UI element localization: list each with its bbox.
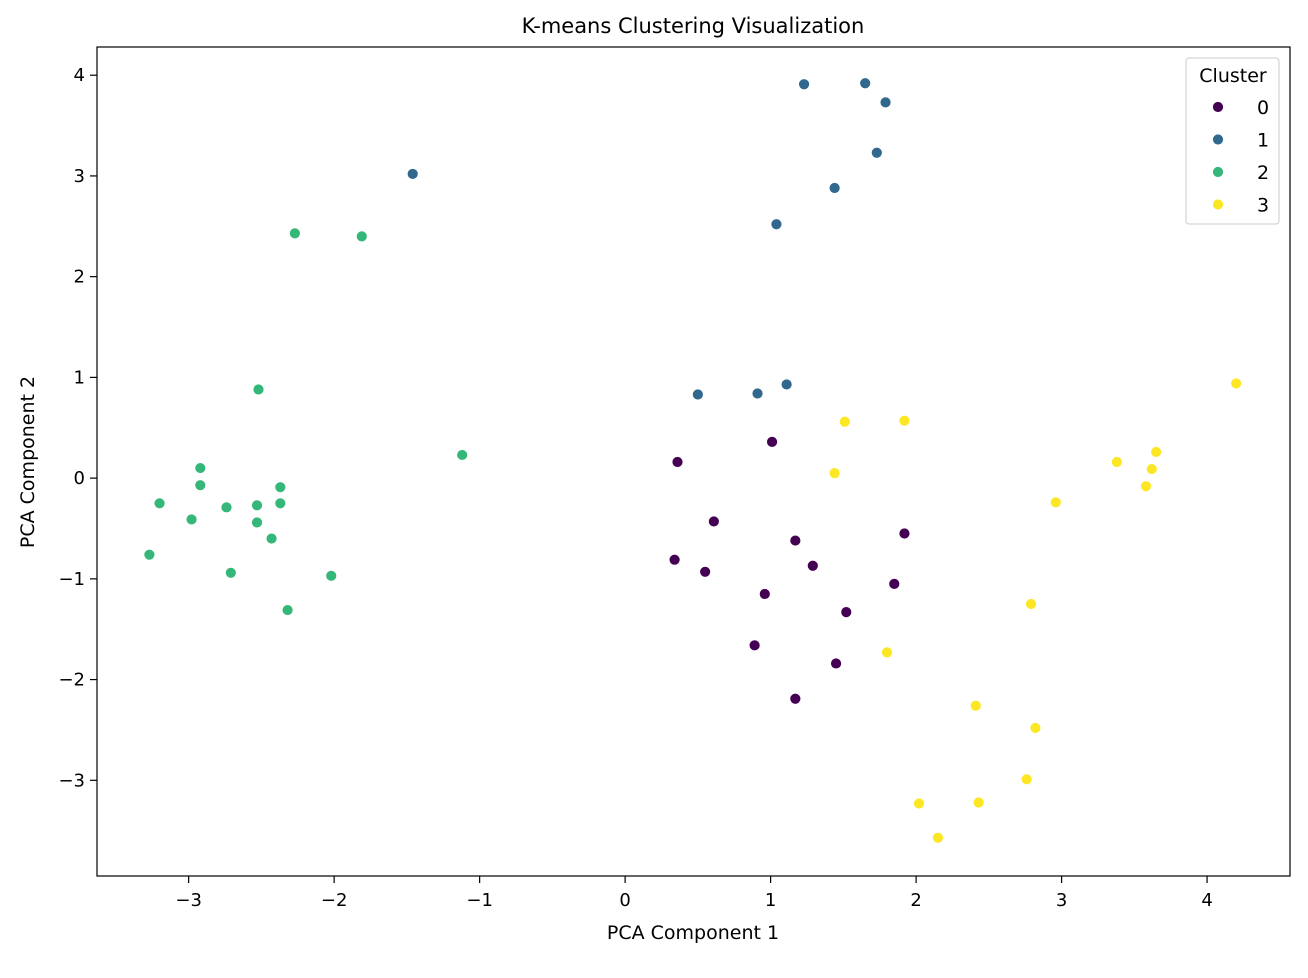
data-point-cluster-0 <box>789 534 802 547</box>
x-tick-label: 3 <box>1056 890 1067 911</box>
data-point-cluster-2 <box>153 497 166 510</box>
data-point-cluster-1 <box>751 387 764 400</box>
x-tick-label: 4 <box>1201 890 1212 911</box>
x-tick-label: 0 <box>619 890 630 911</box>
data-point-cluster-2 <box>355 230 368 243</box>
data-point-cluster-3 <box>898 414 911 427</box>
x-tick-label: −3 <box>175 890 202 911</box>
y-tick-label: 1 <box>74 367 85 388</box>
x-tick-label: −1 <box>466 890 493 911</box>
data-point-cluster-3 <box>838 415 851 428</box>
y-tick-label: −2 <box>58 670 85 691</box>
y-tick-label: 0 <box>74 468 85 489</box>
data-point-cluster-1 <box>879 96 892 109</box>
legend-marker-2 <box>1212 166 1224 178</box>
data-point-cluster-0 <box>707 515 720 528</box>
data-point-cluster-2 <box>224 566 237 579</box>
legend-title: Cluster <box>1199 65 1267 87</box>
x-axis: −3 −2 −1 0 1 2 3 4 <box>175 876 1213 911</box>
data-point-cluster-0 <box>766 435 778 448</box>
data-point-cluster-2 <box>325 569 338 582</box>
data-point-cluster-3 <box>913 797 925 810</box>
data-point-cluster-2 <box>251 499 263 512</box>
data-point-cluster-3 <box>1140 480 1152 493</box>
data-point-cluster-3 <box>1020 773 1033 786</box>
x-tick-label: 1 <box>765 890 776 911</box>
legend-marker-1 <box>1212 133 1224 146</box>
legend-box <box>1185 57 1280 225</box>
data-point-cluster-3 <box>969 699 982 712</box>
y-tick-label: 3 <box>74 166 85 187</box>
x-tick-label: 2 <box>910 890 921 911</box>
legend-label-1: 1 <box>1257 130 1269 152</box>
data-point-cluster-2 <box>194 479 207 492</box>
data-point-cluster-2 <box>456 449 469 461</box>
data-point-cluster-2 <box>220 501 233 514</box>
plot-area <box>143 77 1243 844</box>
data-point-cluster-0 <box>898 527 911 540</box>
data-point-cluster-3 <box>828 467 841 479</box>
data-point-cluster-1 <box>828 182 841 194</box>
data-point-cluster-0 <box>789 692 802 705</box>
data-point-cluster-0 <box>758 588 771 600</box>
x-tick-label: −2 <box>321 890 348 911</box>
data-point-cluster-1 <box>780 378 793 391</box>
y-axis: −3 −2 −1 0 1 2 3 4 <box>58 65 97 791</box>
data-point-cluster-3 <box>1150 446 1163 458</box>
x-axis-label: PCA Component 1 <box>607 922 779 944</box>
data-point-cluster-1 <box>798 78 810 91</box>
data-point-cluster-0 <box>671 456 684 468</box>
data-point-cluster-0 <box>748 639 761 652</box>
data-point-cluster-3 <box>1049 496 1062 509</box>
data-point-cluster-0 <box>830 657 842 670</box>
data-point-cluster-0 <box>668 553 681 566</box>
data-point-cluster-1 <box>406 168 419 180</box>
data-point-cluster-1 <box>870 146 883 159</box>
y-tick-label: −1 <box>58 569 85 590</box>
y-axis-label: PCA Component 2 <box>17 376 39 548</box>
data-point-cluster-1 <box>770 218 783 231</box>
chart-title: K-means Clustering Visualization <box>522 14 865 38</box>
data-point-cluster-3 <box>1110 456 1123 468</box>
legend-marker-0 <box>1212 101 1224 113</box>
legend: Cluster 0 1 2 3 <box>1185 57 1280 225</box>
data-point-cluster-3 <box>881 646 893 659</box>
data-point-cluster-2 <box>194 462 207 474</box>
legend-label-0: 0 <box>1257 97 1269 119</box>
data-point-cluster-0 <box>699 565 712 578</box>
data-point-cluster-2 <box>265 532 278 545</box>
data-point-cluster-3 <box>932 831 944 844</box>
y-tick-label: 2 <box>74 267 85 288</box>
data-point-cluster-2 <box>252 383 265 396</box>
data-point-cluster-1 <box>859 77 872 90</box>
legend-marker-3 <box>1212 198 1224 211</box>
axes-frame <box>96 46 1291 877</box>
data-point-cluster-2 <box>281 604 294 616</box>
y-tick-label: 4 <box>74 65 85 86</box>
data-point-cluster-3 <box>1029 722 1042 734</box>
data-point-cluster-1 <box>691 388 704 401</box>
legend-label-2: 2 <box>1257 162 1269 184</box>
data-point-cluster-2 <box>274 497 287 510</box>
data-point-cluster-2 <box>251 516 263 529</box>
data-point-cluster-0 <box>806 559 819 572</box>
data-point-cluster-2 <box>185 513 198 526</box>
legend-label-3: 3 <box>1257 195 1269 217</box>
data-point-cluster-2 <box>274 481 287 494</box>
y-tick-label: −3 <box>58 770 85 791</box>
data-point-cluster-2 <box>143 548 156 561</box>
data-point-cluster-0 <box>888 577 901 590</box>
data-point-cluster-3 <box>1230 377 1243 390</box>
data-point-cluster-3 <box>972 796 985 809</box>
data-point-cluster-3 <box>1145 463 1158 475</box>
data-point-cluster-3 <box>1025 598 1037 610</box>
data-point-cluster-0 <box>840 606 853 618</box>
data-point-cluster-2 <box>288 227 301 240</box>
